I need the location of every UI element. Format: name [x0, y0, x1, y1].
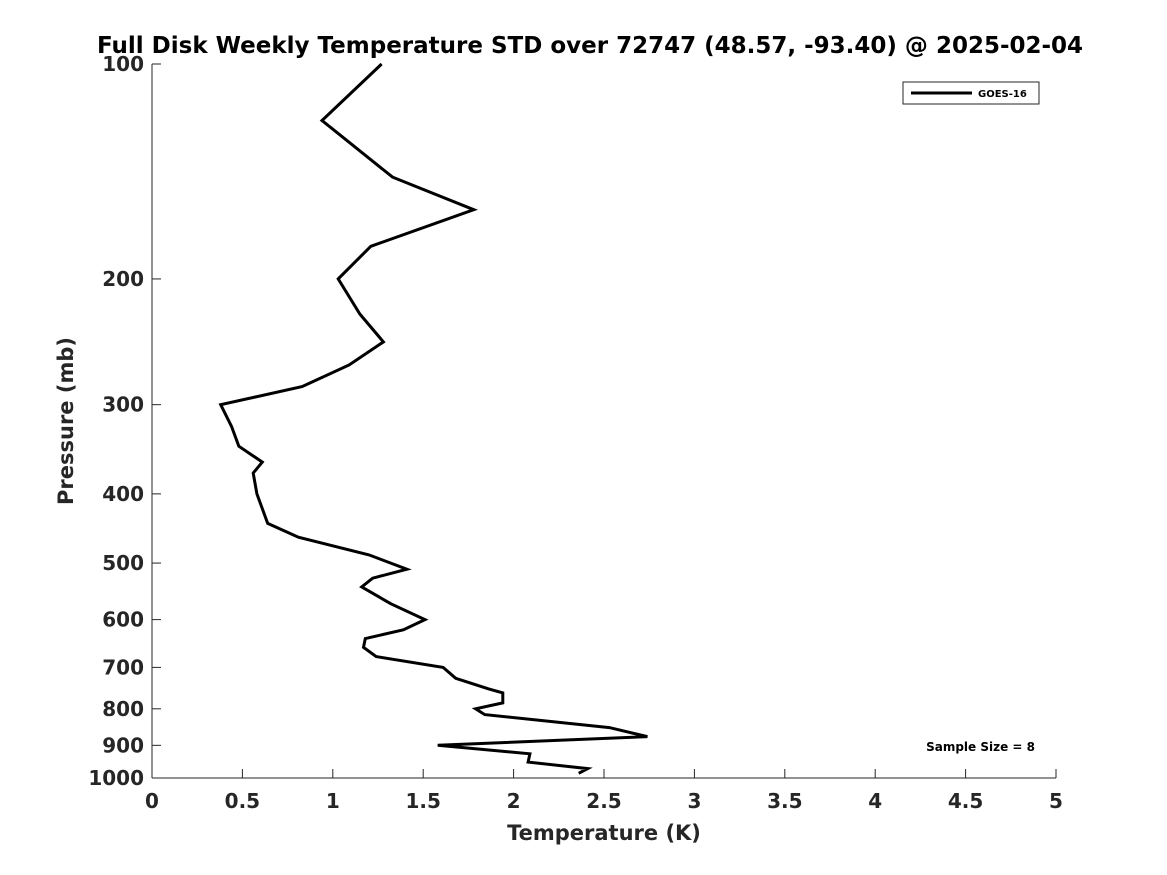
- x-tick-label: 0: [145, 789, 159, 813]
- legend-label: GOES-16: [978, 89, 1027, 100]
- x-tick-label: 0.5: [225, 789, 260, 813]
- y-tick-label: 1000: [88, 766, 144, 790]
- x-tick-label: 1.5: [405, 789, 440, 813]
- legend: GOES-16: [902, 81, 1040, 105]
- y-tick-label: 900: [102, 733, 144, 757]
- x-tick-label: 4: [868, 789, 882, 813]
- x-axis-title: Temperature (K): [507, 821, 701, 845]
- y-tick-label: 600: [102, 608, 144, 632]
- x-axis-ticks: 0 0.5 1 1.5 2 2.5 3 3.5 4 4.5 5: [145, 769, 1063, 813]
- sample-size-annotation: Sample Size = 8: [926, 740, 1035, 754]
- y-tick-label: 100: [102, 52, 144, 76]
- x-tick-label: 3: [687, 789, 701, 813]
- y-tick-label: 500: [102, 551, 144, 575]
- chart-title: Full Disk Weekly Temperature STD over 72…: [97, 33, 1083, 59]
- y-tick-label: 400: [102, 482, 144, 506]
- x-tick-label: 5: [1049, 789, 1063, 813]
- x-tick-label: 2: [507, 789, 521, 813]
- series-line-goes-16: [218, 62, 648, 775]
- series-group: [218, 62, 648, 775]
- x-tick-label: 2.5: [586, 789, 621, 813]
- x-tick-label: 3.5: [767, 789, 802, 813]
- y-tick-label: 200: [102, 267, 144, 291]
- y-axis-ticks: 100 200 300 400 500 600 700 800 900 1000: [88, 52, 161, 790]
- y-tick-label: 800: [102, 697, 144, 721]
- y-tick-label: 700: [102, 655, 144, 679]
- y-tick-label: 300: [102, 393, 144, 417]
- x-tick-label: 1: [326, 789, 340, 813]
- x-tick-label: 4.5: [948, 789, 983, 813]
- y-axis-title: Pressure (mb): [54, 337, 78, 505]
